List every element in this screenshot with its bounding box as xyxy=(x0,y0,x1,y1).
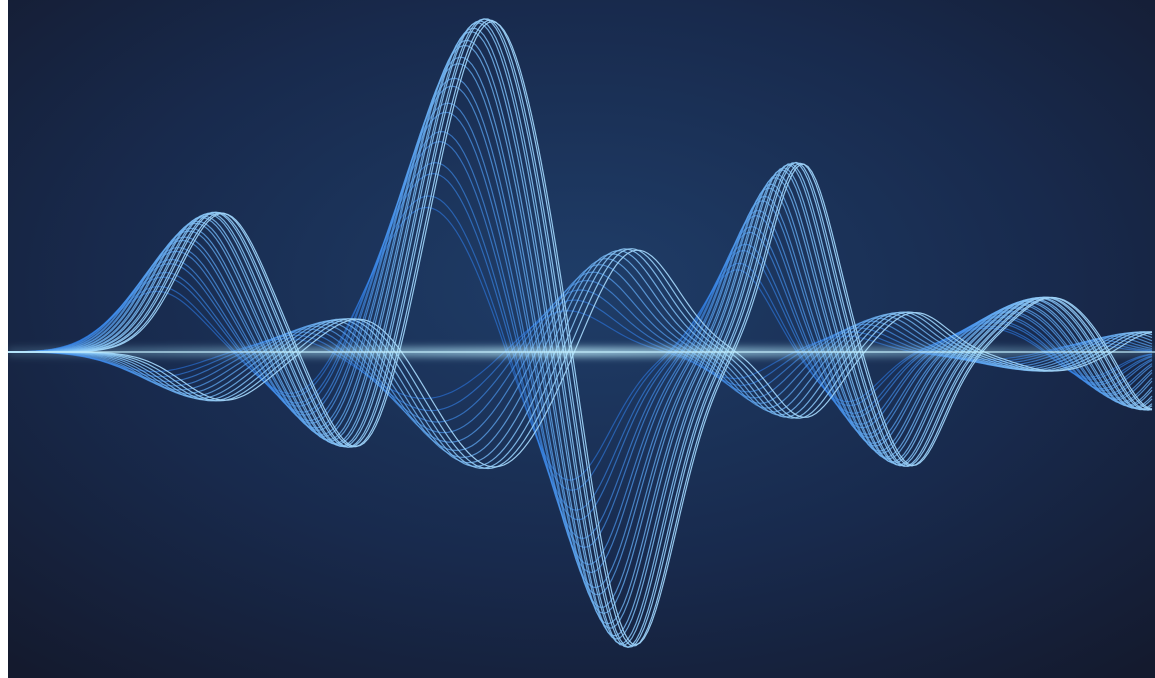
wave-line xyxy=(8,20,1153,646)
wave-line xyxy=(8,20,1153,646)
wave-line xyxy=(8,248,1153,469)
wave-line xyxy=(8,130,1153,549)
wave-line xyxy=(8,18,1153,648)
wave-lines xyxy=(7,18,1153,648)
background xyxy=(8,0,1155,678)
wave-line xyxy=(8,18,1153,648)
wave-line xyxy=(8,248,1153,470)
wave-line xyxy=(8,19,1153,647)
wave-line xyxy=(8,271,1153,443)
wave-line xyxy=(8,22,1153,645)
wave-line xyxy=(8,249,1153,468)
wave-line xyxy=(8,102,1153,574)
